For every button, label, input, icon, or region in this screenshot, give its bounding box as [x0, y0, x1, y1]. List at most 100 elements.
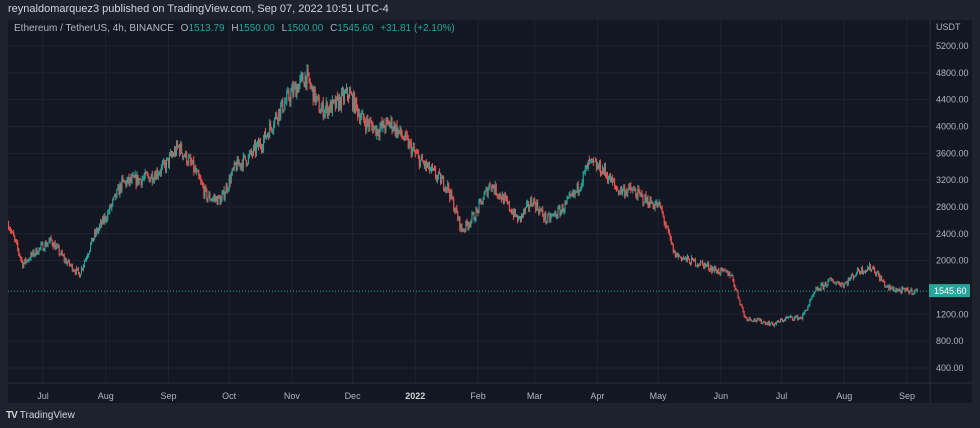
candle-body [647, 197, 649, 206]
candle-body [166, 157, 168, 160]
candle-body [708, 263, 710, 270]
candle-body [164, 163, 166, 170]
candle-body [387, 120, 389, 122]
candle-body [712, 267, 714, 272]
candle-body [754, 318, 756, 321]
candle-body [838, 282, 840, 285]
candle-body [852, 275, 854, 279]
candle-body [626, 191, 628, 195]
candle-body [515, 215, 517, 217]
candle-body [374, 125, 376, 128]
candle-body [324, 108, 326, 113]
candle-body [190, 157, 192, 163]
candle-body [509, 209, 511, 212]
candle-body [529, 206, 531, 209]
candle-body [593, 161, 595, 163]
candle-body [433, 168, 435, 170]
candle-body [831, 280, 833, 281]
candle-body [242, 155, 244, 169]
candle-body [246, 163, 248, 165]
candle-body [488, 184, 490, 190]
candle-body [764, 321, 766, 325]
candle-body [283, 109, 285, 112]
candle-body [37, 253, 39, 255]
candle-body [44, 242, 46, 251]
candle-body [520, 216, 522, 220]
currency-label: USDT [936, 22, 961, 32]
candle-body [255, 145, 257, 154]
candle-body [55, 246, 57, 250]
candle-body [597, 165, 599, 169]
candle-body [839, 284, 841, 287]
candle-body [308, 72, 310, 82]
candle-body [253, 143, 255, 147]
price-tick-label: 800.00 [936, 336, 964, 346]
candle-body [48, 240, 50, 243]
candle-body [667, 226, 669, 231]
candle-body [134, 174, 136, 178]
candle-body [292, 86, 294, 95]
publisher-header: reynaldomarquez3 published on TradingVie… [8, 3, 389, 15]
candle-body [317, 96, 319, 99]
candle-body [180, 143, 182, 154]
candle-body [551, 215, 553, 217]
candle-body [361, 114, 363, 119]
candle-body [430, 166, 432, 171]
candle-body [129, 177, 131, 184]
candle-body [476, 209, 478, 211]
candle-body [339, 97, 341, 108]
candle-body [366, 118, 368, 130]
candle-body [739, 300, 741, 305]
candle-body [784, 320, 786, 322]
candle-body [230, 174, 232, 184]
candle-body [426, 165, 428, 168]
candle-body [659, 202, 661, 208]
candle-body [793, 319, 795, 321]
candle-body [581, 182, 583, 186]
candle-body [775, 322, 777, 325]
candle-body [733, 280, 735, 286]
candle-body [318, 98, 320, 113]
candle-body [231, 168, 233, 175]
candle-body [380, 122, 382, 128]
candle-body [600, 174, 602, 175]
candle-body [862, 271, 864, 274]
symbol-title[interactable]: Ethereum / TetherUS, 4h, BINANCE [14, 23, 174, 34]
candle-body [197, 171, 199, 173]
candle-body [104, 216, 106, 223]
candle-body [70, 264, 72, 266]
candle-body [58, 246, 60, 255]
candle-body [52, 244, 54, 248]
candle-body [618, 190, 620, 195]
candle-body [497, 195, 499, 197]
candle-body [436, 177, 438, 180]
candle-body [139, 178, 141, 180]
candle-body [578, 189, 580, 193]
candle-body [321, 102, 323, 109]
candle-body [349, 91, 351, 99]
candle-body [220, 198, 222, 205]
candle-body [113, 196, 115, 200]
price-tick-label: 2400.00 [936, 229, 969, 239]
candlestick-chart[interactable]: USDT 5200.00 4800.00 4400.00 4000.00 3600.00 3… [8, 20, 972, 403]
candle-body [858, 271, 860, 273]
candle-body [243, 155, 245, 157]
tradingview-brand[interactable]: TV TradingView [6, 410, 75, 421]
candle-body [350, 91, 352, 94]
candle-body [896, 289, 898, 292]
candle-body [198, 171, 200, 177]
candle-body [814, 291, 816, 294]
candle-body [81, 267, 83, 269]
candle-body [585, 165, 587, 169]
candle-body [807, 306, 809, 311]
chart-pane[interactable]: USDT 5200.00 4800.00 4400.00 4000.00 3600.00 3… [8, 20, 972, 403]
time-tick-label: May [650, 391, 668, 401]
candle-body [442, 177, 444, 179]
candle-body [215, 197, 217, 200]
candle-body [111, 204, 113, 208]
candle-body [785, 317, 787, 321]
candle-body [903, 288, 905, 290]
candle-body [681, 258, 683, 261]
candle-body [494, 184, 496, 193]
candle-body [650, 198, 652, 204]
